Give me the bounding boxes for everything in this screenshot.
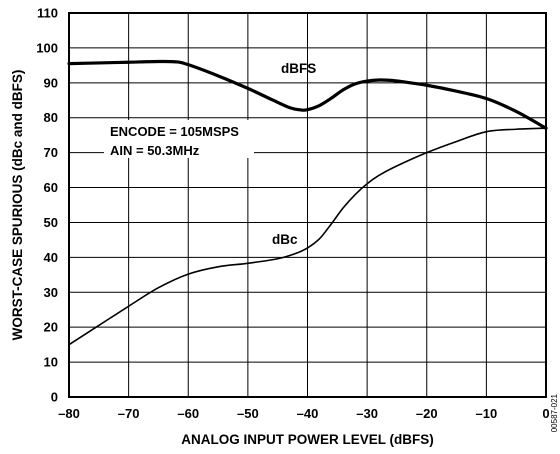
x-tick-label: –50 — [237, 406, 259, 421]
x-tick-label: –30 — [356, 406, 378, 421]
x-tick-label: –40 — [297, 406, 319, 421]
y-tick-label: 30 — [44, 285, 58, 300]
y-tick-label: 0 — [51, 390, 58, 405]
y-tick-label: 60 — [44, 180, 58, 195]
condition-note-background — [104, 120, 254, 158]
y-tick-label: 110 — [37, 6, 58, 21]
y-tick-label: 20 — [44, 320, 58, 335]
y-tick-label: 90 — [44, 75, 58, 90]
y-tick-label: 80 — [44, 110, 58, 125]
y-tick-label: 50 — [44, 215, 58, 230]
x-tick-label: 0 — [542, 406, 549, 421]
x-tick-label: –80 — [58, 406, 80, 421]
series-lines — [67, 59, 548, 346]
series-line-dbfs — [67, 59, 548, 130]
y-tick-label: 40 — [44, 250, 58, 265]
encode-note: ENCODE = 105MSPS — [110, 124, 239, 139]
x-tick-label: –10 — [476, 406, 498, 421]
y-tick-label: 70 — [44, 145, 58, 160]
dbc-series-label: dBc — [272, 232, 298, 247]
x-tick-label: –70 — [118, 406, 140, 421]
y-tick-label: 100 — [36, 40, 58, 55]
ain-note: AIN = 50.3MHz — [110, 143, 200, 158]
grid — [69, 13, 546, 397]
x-axis-title: ANALOG INPUT POWER LEVEL (dBFS) — [181, 432, 434, 447]
dbfs-series-label: dBFS — [281, 61, 316, 76]
condition-note: ENCODE = 105MSPS AIN = 50.3MHz — [104, 120, 254, 158]
plot-frame — [68, 12, 547, 398]
tick-labels: –80 –70 –60 –50 –40 –30 –20 –10 0 0 10 20 30 40 50 60 70… — [36, 6, 549, 422]
figure-id: 00587-021 — [550, 393, 559, 432]
series-line-dbc — [68, 127, 547, 346]
x-tick-label: –60 — [177, 406, 199, 421]
x-tick-label: –20 — [416, 406, 438, 421]
y-axis-title: WORST-CASE SPURIOUS (dBc and dBFS) — [10, 70, 25, 341]
y-tick-label: 10 — [44, 355, 58, 370]
